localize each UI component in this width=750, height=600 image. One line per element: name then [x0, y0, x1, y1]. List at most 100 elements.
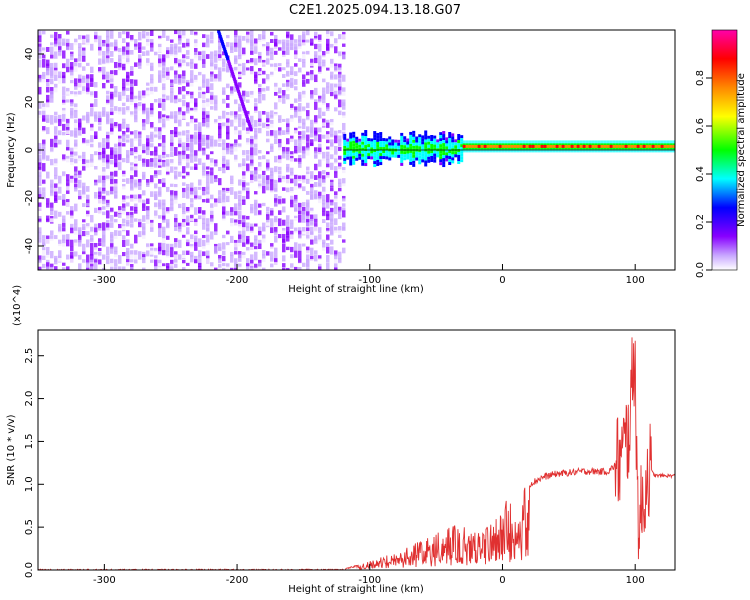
spectrogram-cell: [334, 94, 338, 101]
spectrogram-cell: [110, 266, 114, 270]
spectrogram-cell: [98, 43, 102, 50]
spectrogram-cell: [70, 83, 74, 91]
spectrogram-cell: [178, 198, 182, 204]
spectrogram-cell: [534, 144, 538, 148]
spectrogram-cell: [210, 106, 214, 110]
spectrogram-cell: [214, 78, 218, 84]
spectrogram-streak: [233, 80, 237, 83]
spectrogram-cell: [70, 79, 74, 84]
spectrogram-cell: [230, 187, 234, 195]
spectrogram-cell: [194, 207, 198, 215]
spectrogram-cell: [364, 157, 368, 161]
spectrogram-cell: [190, 218, 194, 222]
spectrogram-cell: [102, 175, 106, 184]
spectrogram-cell: [146, 50, 150, 56]
spectrogram-cell: [142, 83, 146, 89]
spectrogram-cell: [302, 162, 306, 171]
spectrogram-cell: [282, 95, 286, 104]
spectrogram-cell: [318, 115, 322, 119]
spectrogram-cell: [480, 144, 484, 148]
spectrogram-cell: [258, 214, 262, 221]
spectrogram-cell: [234, 187, 238, 193]
spectrogram-cell: [302, 79, 306, 84]
spectrogram-cell: [442, 164, 446, 168]
spectrogram-cell: [158, 246, 162, 255]
spectrogram-cell: [70, 198, 74, 204]
spectrogram-cell: [258, 123, 262, 127]
spectrogram-cell: [198, 75, 202, 81]
spectrogram-cell: [376, 156, 380, 160]
spectrogram-cell: [352, 140, 356, 144]
spectrogram-cell: [166, 75, 170, 85]
spectrogram-cell: [278, 183, 282, 192]
spectrogram-cell: [186, 50, 190, 55]
spectrogram-cell: [282, 110, 286, 120]
spectrogram-cell: [122, 134, 126, 141]
spectrogram-cell: [298, 115, 302, 122]
spectrogram-cell: [126, 91, 130, 99]
spectrogram-cell: [54, 198, 58, 202]
spectrogram-streak: [218, 33, 222, 37]
spectrogram-cell: [318, 199, 322, 204]
spectrogram-cell: [106, 55, 110, 59]
spectrogram-cell: [202, 122, 206, 127]
spectrogram-cell: [158, 66, 162, 71]
spectrogram-cell: [210, 146, 214, 156]
spectrogram-cell: [38, 54, 42, 59]
spectrogram-cell: [182, 70, 186, 79]
spectrogram-cell: [122, 239, 126, 247]
spectrogram-cell: [322, 170, 326, 175]
spectrogram-cell: [282, 238, 286, 244]
spectrogram-cell: [270, 106, 274, 112]
spectrogram-cell: [385, 153, 389, 157]
spectrogram-cell: [246, 182, 250, 186]
spectrogram-cell: [178, 143, 182, 147]
spectrogram-cell: [186, 94, 190, 101]
spectrogram-cell: [603, 144, 607, 148]
spectrogram-cell: [306, 110, 310, 117]
spectrogram-cell: [310, 151, 314, 158]
spectrogram-cell: [166, 243, 170, 252]
spectrogram-cell: [162, 231, 166, 236]
spectrogram-cell: [206, 30, 210, 37]
spectrogram-cell: [50, 246, 54, 254]
spectrogram-cell: [342, 222, 346, 230]
spectrogram-cell: [282, 255, 286, 262]
spectrogram-cell: [90, 127, 94, 134]
spectrogram-cell: [326, 243, 330, 247]
spectrogram-cell: [78, 43, 82, 49]
spectrogram-cell: [134, 79, 138, 86]
spectrogram-cell: [130, 91, 134, 100]
spectrogram-y-tick-label: 40: [24, 48, 35, 61]
spectrogram-cell: [54, 202, 58, 207]
spectrogram-cell: [202, 183, 206, 191]
spectrogram-cell: [330, 122, 334, 126]
spectrogram-cell: [62, 227, 66, 232]
spectrogram-cell: [418, 152, 422, 156]
spectrogram-cell: [282, 130, 286, 135]
spectrogram-cell: [74, 186, 78, 192]
spectrogram-cell: [409, 155, 413, 159]
spectrogram-cell: [54, 247, 58, 256]
spectrogram-cell: [278, 43, 282, 50]
spectrogram-cell: [246, 258, 250, 267]
spectrogram-cell: [126, 251, 130, 255]
spectrogram-cell: [274, 183, 278, 192]
spectrogram-cell: [558, 144, 562, 148]
spectrogram-cell: [318, 46, 322, 56]
spectrogram-cell: [218, 58, 222, 66]
spectrogram-cell: [182, 86, 186, 92]
spectrogram-cell: [457, 152, 461, 156]
spectrogram-cell: [290, 34, 294, 40]
spectrogram-cell: [621, 144, 625, 148]
spectrogram-cell: [50, 227, 54, 233]
spectrogram-cell: [226, 187, 230, 194]
spectrogram-cell: [98, 238, 102, 242]
spectrogram-cell: [218, 99, 222, 107]
spectrogram-cell: [274, 46, 278, 53]
spectrogram-cell: [314, 87, 318, 96]
spectrogram-cell: [214, 130, 218, 135]
spectrogram-cell: [218, 134, 222, 142]
spectrogram-cell: [118, 62, 122, 71]
spectrogram-cell: [234, 182, 238, 190]
